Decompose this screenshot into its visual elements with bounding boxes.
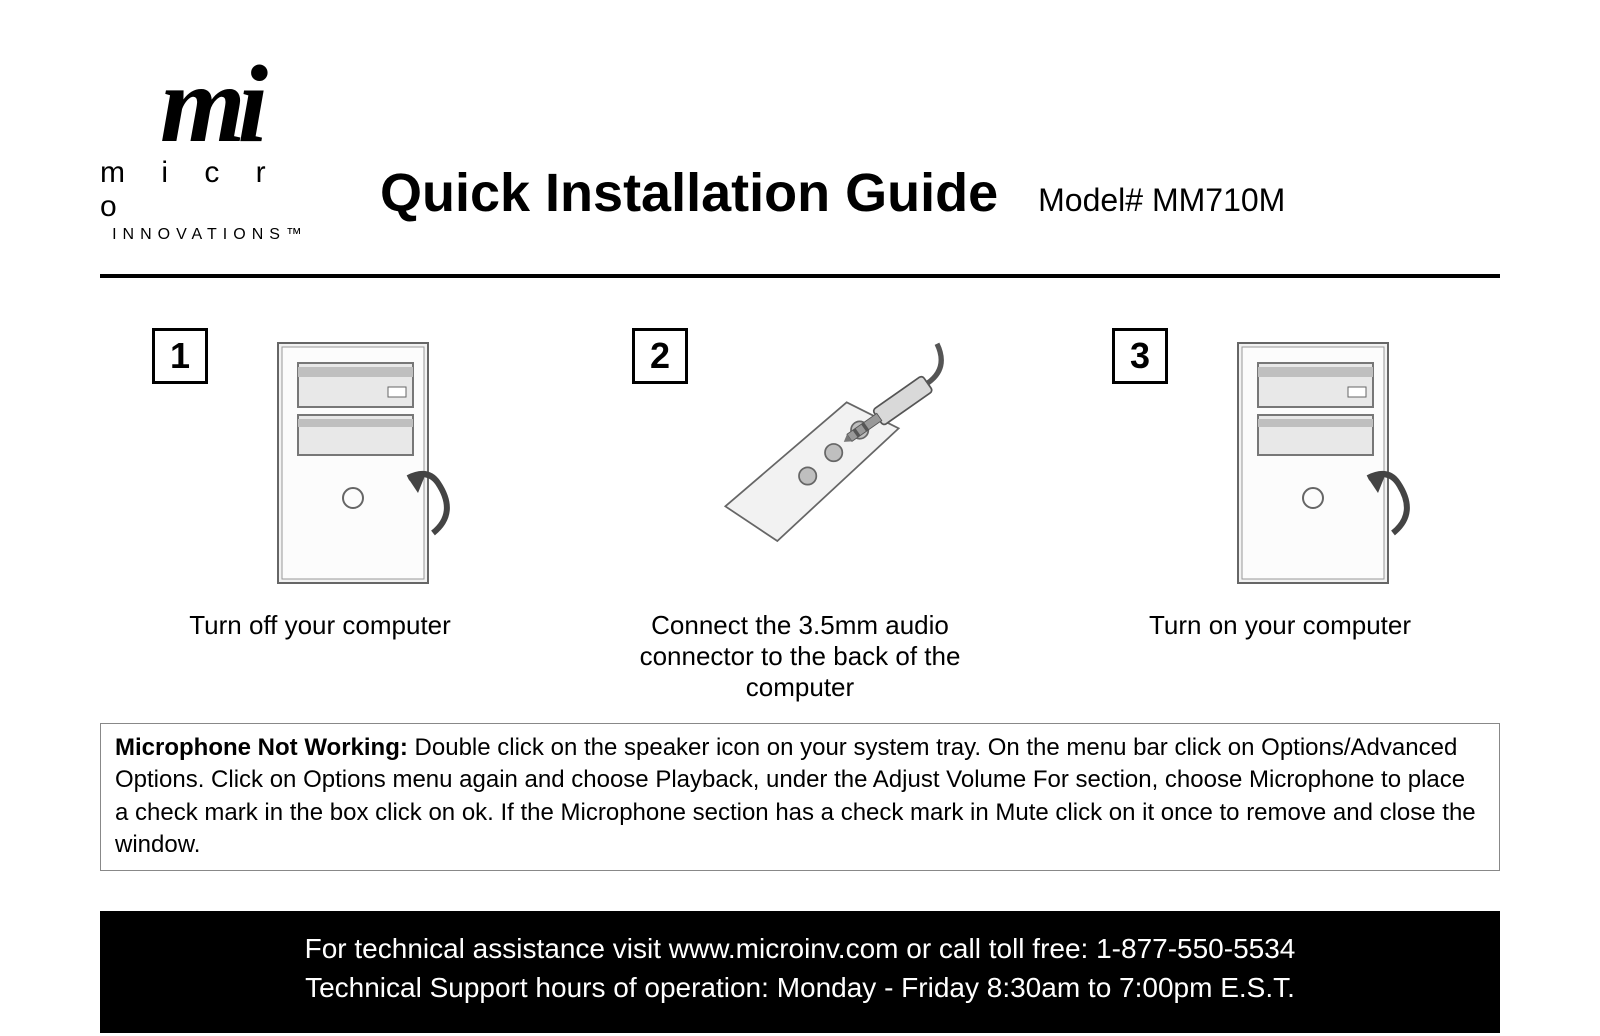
steps-row: 1 Tu	[100, 328, 1500, 703]
step-3-number: 3	[1112, 328, 1168, 384]
model-number: Model# MM710M	[1038, 182, 1285, 219]
computer-on-icon	[1188, 328, 1448, 598]
step-1-top: 1	[100, 328, 540, 598]
title-row: Quick Installation Guide Model# MM710M	[380, 162, 1500, 244]
computer-off-icon	[228, 328, 488, 598]
step-3-caption: Turn on your computer	[1149, 610, 1411, 641]
step-3-top: 3	[1060, 328, 1500, 598]
logo-line2: INNOVATIONS™	[112, 226, 308, 244]
footer-line1: For technical assistance visit www.micro…	[120, 929, 1480, 968]
header-row: mi m i c r o INNOVATIONS™ Quick Installa…	[100, 60, 1500, 274]
step-1-number: 1	[152, 328, 208, 384]
troubleshoot-title: Microphone Not Working:	[115, 734, 408, 761]
page: mi m i c r o INNOVATIONS™ Quick Installa…	[0, 0, 1600, 1033]
step-1-caption: Turn off your computer	[189, 610, 451, 641]
logo: mi m i c r o INNOVATIONS™	[100, 60, 320, 244]
footer-line2: Technical Support hours of operation: Mo…	[120, 968, 1480, 1007]
troubleshoot-box: Microphone Not Working: Double click on …	[100, 723, 1500, 871]
step-2-caption: Connect the 3.5mm audio connector to the…	[610, 610, 990, 703]
logo-mark: mi	[160, 60, 260, 148]
step-3: 3 Turn on your co	[1060, 328, 1500, 703]
audio-jack-icon	[708, 328, 968, 598]
step-2: 2	[580, 328, 1020, 703]
logo-line1: m i c r o	[100, 156, 320, 224]
page-title: Quick Installation Guide	[380, 162, 998, 224]
footer: For technical assistance visit www.micro…	[100, 911, 1500, 1033]
step-2-number: 2	[632, 328, 688, 384]
step-1: 1 Tu	[100, 328, 540, 703]
divider	[100, 274, 1500, 278]
step-2-top: 2	[580, 328, 1020, 598]
